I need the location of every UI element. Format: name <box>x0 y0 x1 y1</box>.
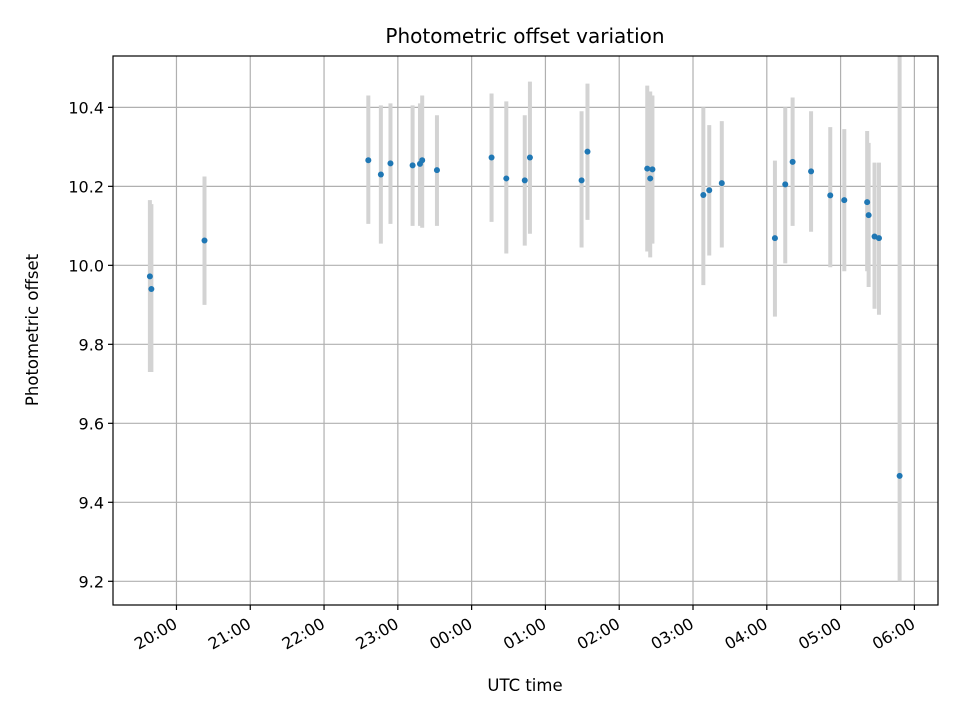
data-point <box>841 197 848 204</box>
x-tick-label: 06:00 <box>869 614 918 654</box>
data-point <box>387 160 394 167</box>
data-point <box>419 157 426 164</box>
data-point <box>718 180 725 187</box>
data-point <box>827 192 834 199</box>
data-point <box>201 237 208 244</box>
y-tick-label: 9.2 <box>79 572 104 591</box>
x-tick-label: 22:00 <box>279 614 328 654</box>
chart-title: Photometric offset variation <box>385 24 664 48</box>
data-point <box>875 235 882 242</box>
x-tick-label: 02:00 <box>574 614 623 654</box>
y-tick-label: 10.0 <box>68 256 104 275</box>
data-point <box>896 472 903 479</box>
y-tick-label: 9.4 <box>79 493 104 512</box>
data-point <box>644 165 651 172</box>
data-point <box>706 187 713 194</box>
data-point <box>377 171 384 178</box>
data-point <box>700 192 707 199</box>
data-point <box>503 175 510 182</box>
y-axis-label: Photometric offset <box>23 253 42 406</box>
data-point <box>488 154 495 161</box>
x-tick-label: 00:00 <box>426 614 475 654</box>
data-point <box>789 158 796 165</box>
data-point <box>584 148 591 155</box>
x-tick-label: 21:00 <box>205 614 254 654</box>
x-tick-label: 20:00 <box>131 614 180 654</box>
data-point <box>365 157 372 164</box>
plot-frame <box>112 55 939 606</box>
x-tick-label: 03:00 <box>648 614 697 654</box>
data-point <box>409 162 416 169</box>
data-point <box>148 286 155 293</box>
y-tick-label: 9.8 <box>79 335 104 354</box>
data-point <box>864 199 871 206</box>
y-axis-ticks: 9.2 9.4 9.6 9.8 10.0 10.2 10.4 <box>68 98 113 591</box>
y-tick-label: 10.4 <box>68 98 104 117</box>
data-point <box>521 177 528 184</box>
data-point <box>647 175 654 182</box>
data-point <box>771 235 778 242</box>
x-tick-label: 01:00 <box>500 614 549 654</box>
data-point <box>649 166 656 173</box>
x-axis-ticks: 20:00 21:00 22:00 23:00 00:00 01:00 02:00 03:00… <box>131 605 918 654</box>
data-point <box>146 273 153 280</box>
data-point <box>808 168 815 175</box>
data-point <box>578 177 585 184</box>
data-point <box>433 167 440 174</box>
data-point <box>526 154 533 161</box>
y-tick-label: 10.2 <box>68 177 104 196</box>
x-tick-label: 05:00 <box>795 614 844 654</box>
x-tick-label: 04:00 <box>721 614 770 654</box>
x-axis-label: UTC time <box>487 676 562 695</box>
x-tick-label: 23:00 <box>352 614 401 654</box>
data-point <box>865 212 872 219</box>
data-point <box>782 181 789 188</box>
y-tick-label: 9.6 <box>79 414 104 433</box>
data-points <box>146 148 903 479</box>
